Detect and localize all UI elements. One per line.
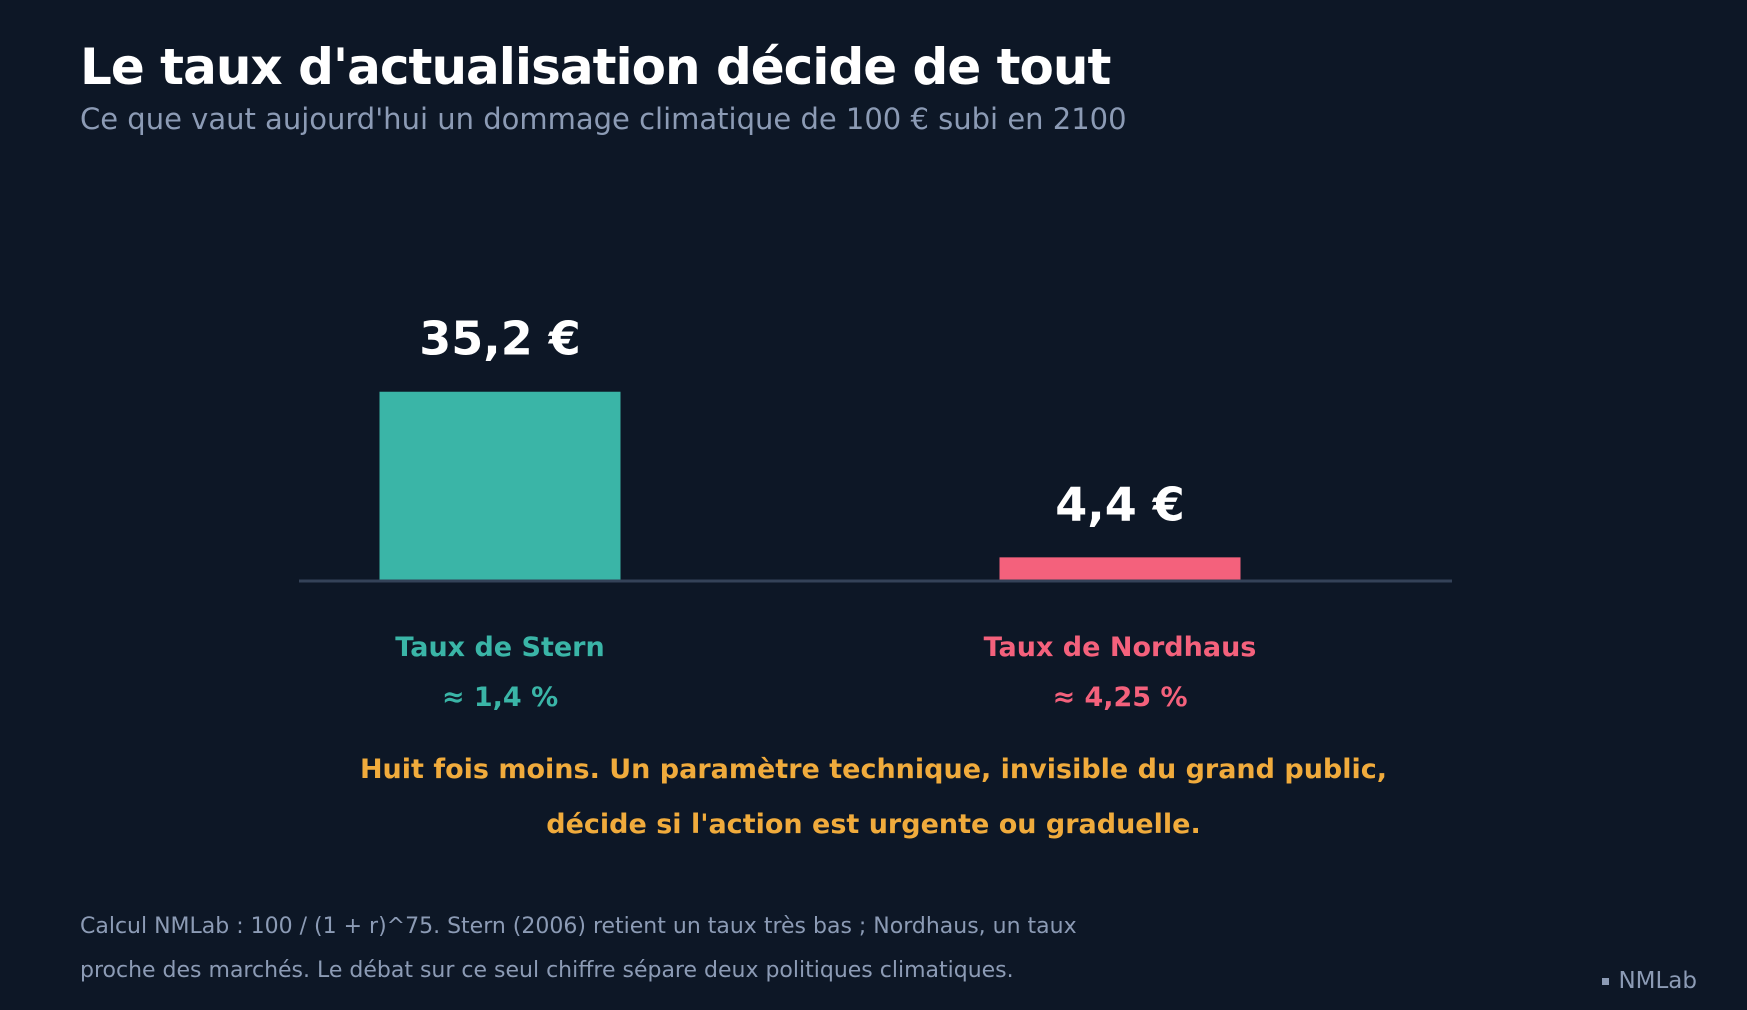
value-label-2: 4,4 € — [1055, 477, 1185, 531]
category-label-1: Taux de Stern — [395, 632, 604, 663]
bar-2 — [999, 557, 1241, 581]
callout-line-1: Huit fois moins. Un paramètre technique,… — [359, 754, 1388, 785]
value-label-1: 35,2 € — [419, 312, 581, 366]
chart-subtitle: Ce que vaut aujourd'hui un dommage clima… — [80, 102, 1127, 136]
chart-title: Le taux d'actualisation décide de tout — [80, 38, 1111, 96]
brand-label: NMLab — [1618, 968, 1697, 994]
category-sublabel-2: ≈ 4,25 % — [1052, 682, 1187, 713]
category-sublabel-1: ≈ 1,4 % — [442, 682, 558, 713]
footnote-line-2: proche des marchés. Le débat sur ce seul… — [80, 958, 1014, 983]
footnote-line-1: Calcul NMLab : 100 / (1 + r)^75. Stern (… — [80, 914, 1077, 939]
bar-1 — [379, 391, 621, 581]
footnote: Calcul NMLab : 100 / (1 + r)^75. Stern (… — [80, 905, 1077, 993]
category-label-2: Taux de Nordhaus — [984, 632, 1257, 663]
brand-credit: NMLab — [1602, 968, 1697, 994]
bar-chart: 35,2 € Taux de Stern ≈ 1,4 % 4,4 € Taux de N… — [299, 312, 1452, 713]
callout-text: Huit fois moins. Un paramètre technique,… — [0, 742, 1747, 852]
brand-square-icon — [1602, 978, 1610, 985]
callout-line-2: décide si l'action est urgente ou gradue… — [546, 809, 1201, 840]
